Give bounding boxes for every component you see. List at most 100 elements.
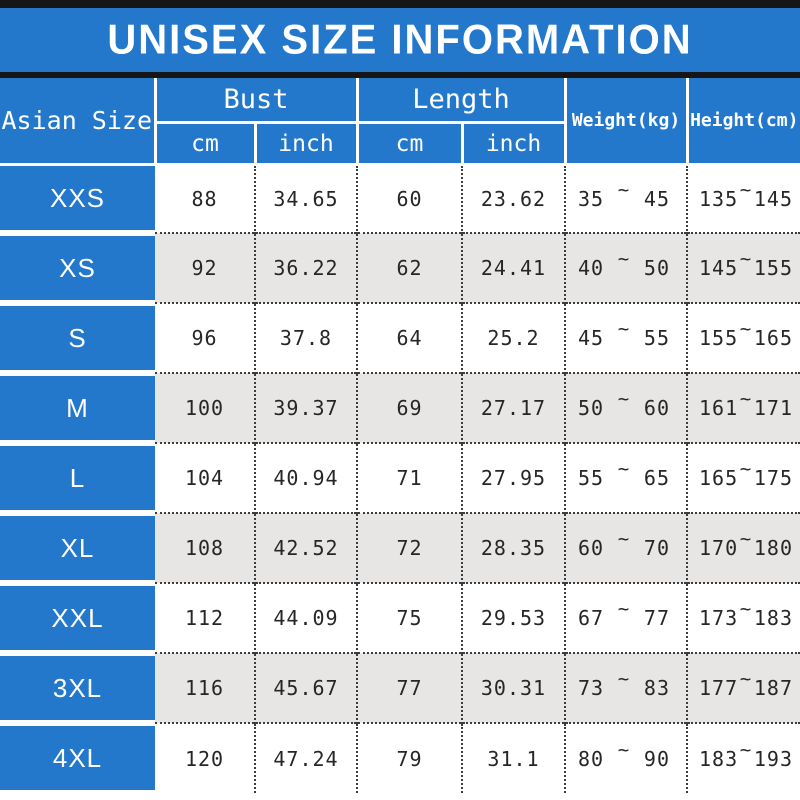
weight-max: 77 [643,606,670,630]
bust-inch-value: 47.24 [254,722,357,793]
column-header-height: Height(cm) [685,78,800,166]
size-cell: XXS [0,164,155,236]
height-range: 145 ~ 155 [686,232,800,303]
footer-gap [0,796,800,800]
length-cm-value: 77 [356,652,462,723]
height-max: 193 [753,746,793,771]
tilde-separator: ~ [739,248,753,270]
height-range: 173 ~ 183 [686,582,800,653]
height-range: 155 ~ 165 [686,302,800,373]
height-max: 165 [753,326,793,350]
length-inch-value: 27.95 [460,442,566,513]
length-inch-value: 29.53 [460,582,566,653]
height-range: 135 ~ 145 [686,164,800,233]
length-inch-value: 30.31 [460,652,566,723]
bust-inch-value: 42.52 [254,512,357,583]
weight-range: 50 ~ 60 [564,372,688,443]
subheader-bust-cm: cm [153,121,257,166]
weight-range: 45 ~ 55 [564,302,688,373]
bust-inch-value: 37.8 [254,302,357,373]
length-inch-value: 27.17 [460,372,566,443]
table-row: XS 92 36.22 62 24.41 40 ~ 50 145 ~ 155 [0,232,800,306]
weight-max: 60 [643,396,670,420]
length-cm-value: 62 [356,232,462,303]
table-row: XXL 112 44.09 75 29.53 67 ~ 77 173 ~ 183 [0,582,800,656]
tilde-separator: ~ [739,458,753,480]
tilde-separator: ~ [739,598,753,620]
weight-min: 55 [578,466,605,490]
size-cell: XS [0,233,155,306]
weight-max: 50 [643,256,670,280]
tilde-separator: ~ [617,179,631,201]
bust-cm-value: 120 [155,722,255,793]
bust-cm-value: 112 [155,582,255,653]
table-row: M 100 39.37 69 27.17 50 ~ 60 161 ~ 171 [0,372,800,446]
table-row: XXS 88 34.65 60 23.62 35 ~ 45 135 ~ 145 [0,164,800,236]
size-cell: 3XL [0,653,155,726]
height-range: 177 ~ 187 [686,652,800,723]
weight-max: 65 [643,466,670,490]
height-range: 161 ~ 171 [686,372,800,443]
height-max: 145 [753,187,793,211]
weight-range: 73 ~ 83 [564,652,688,723]
tilde-separator: ~ [617,318,631,340]
weight-range: 40 ~ 50 [564,232,688,303]
weight-range: 80 ~ 90 [564,722,688,793]
column-header-asian-size: Asian Size [0,78,157,166]
tilde-separator: ~ [739,528,753,550]
height-max: 175 [753,466,793,490]
tilde-separator: ~ [739,318,753,340]
bust-cm-value: 108 [155,512,255,583]
tilde-separator: ~ [617,248,631,270]
column-header-weight: Weight(kg) [563,78,689,166]
table-row: XL 108 42.52 72 28.35 60 ~ 70 170 ~ 180 [0,512,800,586]
bust-cm-value: 100 [155,372,255,443]
length-cm-value: 72 [356,512,462,583]
title-band: UNISEX SIZE INFORMATION [0,8,800,72]
size-cell: S [0,303,155,376]
tilde-separator: ~ [739,738,753,761]
weight-min: 67 [578,606,605,630]
tilde-separator: ~ [617,528,631,550]
weight-range: 60 ~ 70 [564,512,688,583]
table-row: 3XL 116 45.67 77 30.31 73 ~ 83 177 ~ 187 [0,652,800,726]
weight-min: 80 [578,746,605,771]
subheader-bust-inch: inch [253,121,359,166]
bust-cm-value: 116 [155,652,255,723]
length-cm-value: 75 [356,582,462,653]
weight-range: 35 ~ 45 [564,164,688,233]
weight-min: 50 [578,396,605,420]
length-inch-value: 24.41 [460,232,566,303]
length-cm-value: 60 [356,164,462,233]
weight-min: 40 [578,256,605,280]
height-min: 155 [699,326,739,350]
height-max: 187 [753,676,793,700]
tilde-separator: ~ [617,598,631,620]
height-max: 171 [753,396,793,420]
weight-min: 45 [578,326,605,350]
length-cm-value: 71 [356,442,462,513]
table-header: Asian Size Bust Length Weight(kg) Height… [0,78,800,166]
height-min: 145 [699,256,739,280]
weight-range: 67 ~ 77 [564,582,688,653]
length-cm-value: 64 [356,302,462,373]
height-min: 170 [699,536,739,560]
weight-max: 83 [643,676,670,700]
size-cell: 4XL [0,723,155,796]
tilde-separator: ~ [739,179,753,201]
height-min: 165 [699,466,739,490]
height-range: 165 ~ 175 [686,442,800,513]
weight-min: 35 [578,187,605,211]
size-cell: XL [0,513,155,586]
bust-cm-value: 88 [155,164,255,233]
tilde-separator: ~ [617,668,631,690]
bust-cm-value: 96 [155,302,255,373]
height-min: 173 [699,606,739,630]
bust-inch-value: 34.65 [254,164,357,233]
size-cell: M [0,373,155,446]
height-range: 170 ~ 180 [686,512,800,583]
height-min: 161 [699,396,739,420]
bust-inch-value: 45.67 [254,652,357,723]
height-range: 183 ~ 193 [686,722,800,793]
